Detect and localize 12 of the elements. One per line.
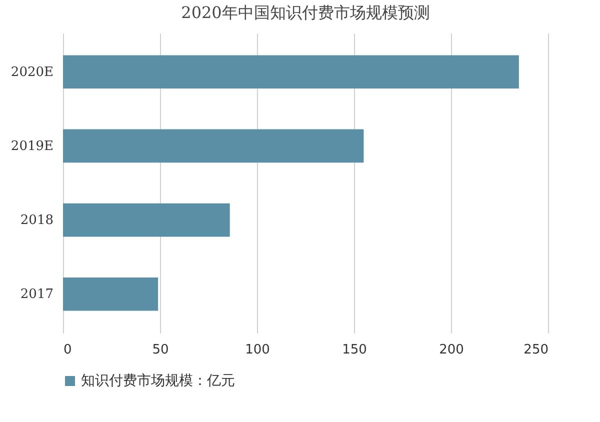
- x-tick-label: 150: [342, 342, 367, 358]
- y-tick-label: 2017: [20, 287, 54, 302]
- x-tick-label: 200: [439, 342, 464, 358]
- y-tick-label: 2020E: [10, 64, 54, 80]
- legend-label: 知识付费市场规模：亿元: [81, 373, 235, 389]
- x-tick-label: 50: [152, 342, 169, 358]
- chart-title: 2020年中国知识付费市场规模预测: [181, 3, 430, 22]
- y-tick-label: 2019E: [10, 138, 54, 154]
- x-tick-label: 0: [64, 342, 72, 358]
- x-tick-label: 100: [245, 342, 270, 358]
- y-tick-label: 2018: [20, 213, 54, 228]
- x-tick-label: 250: [524, 342, 548, 358]
